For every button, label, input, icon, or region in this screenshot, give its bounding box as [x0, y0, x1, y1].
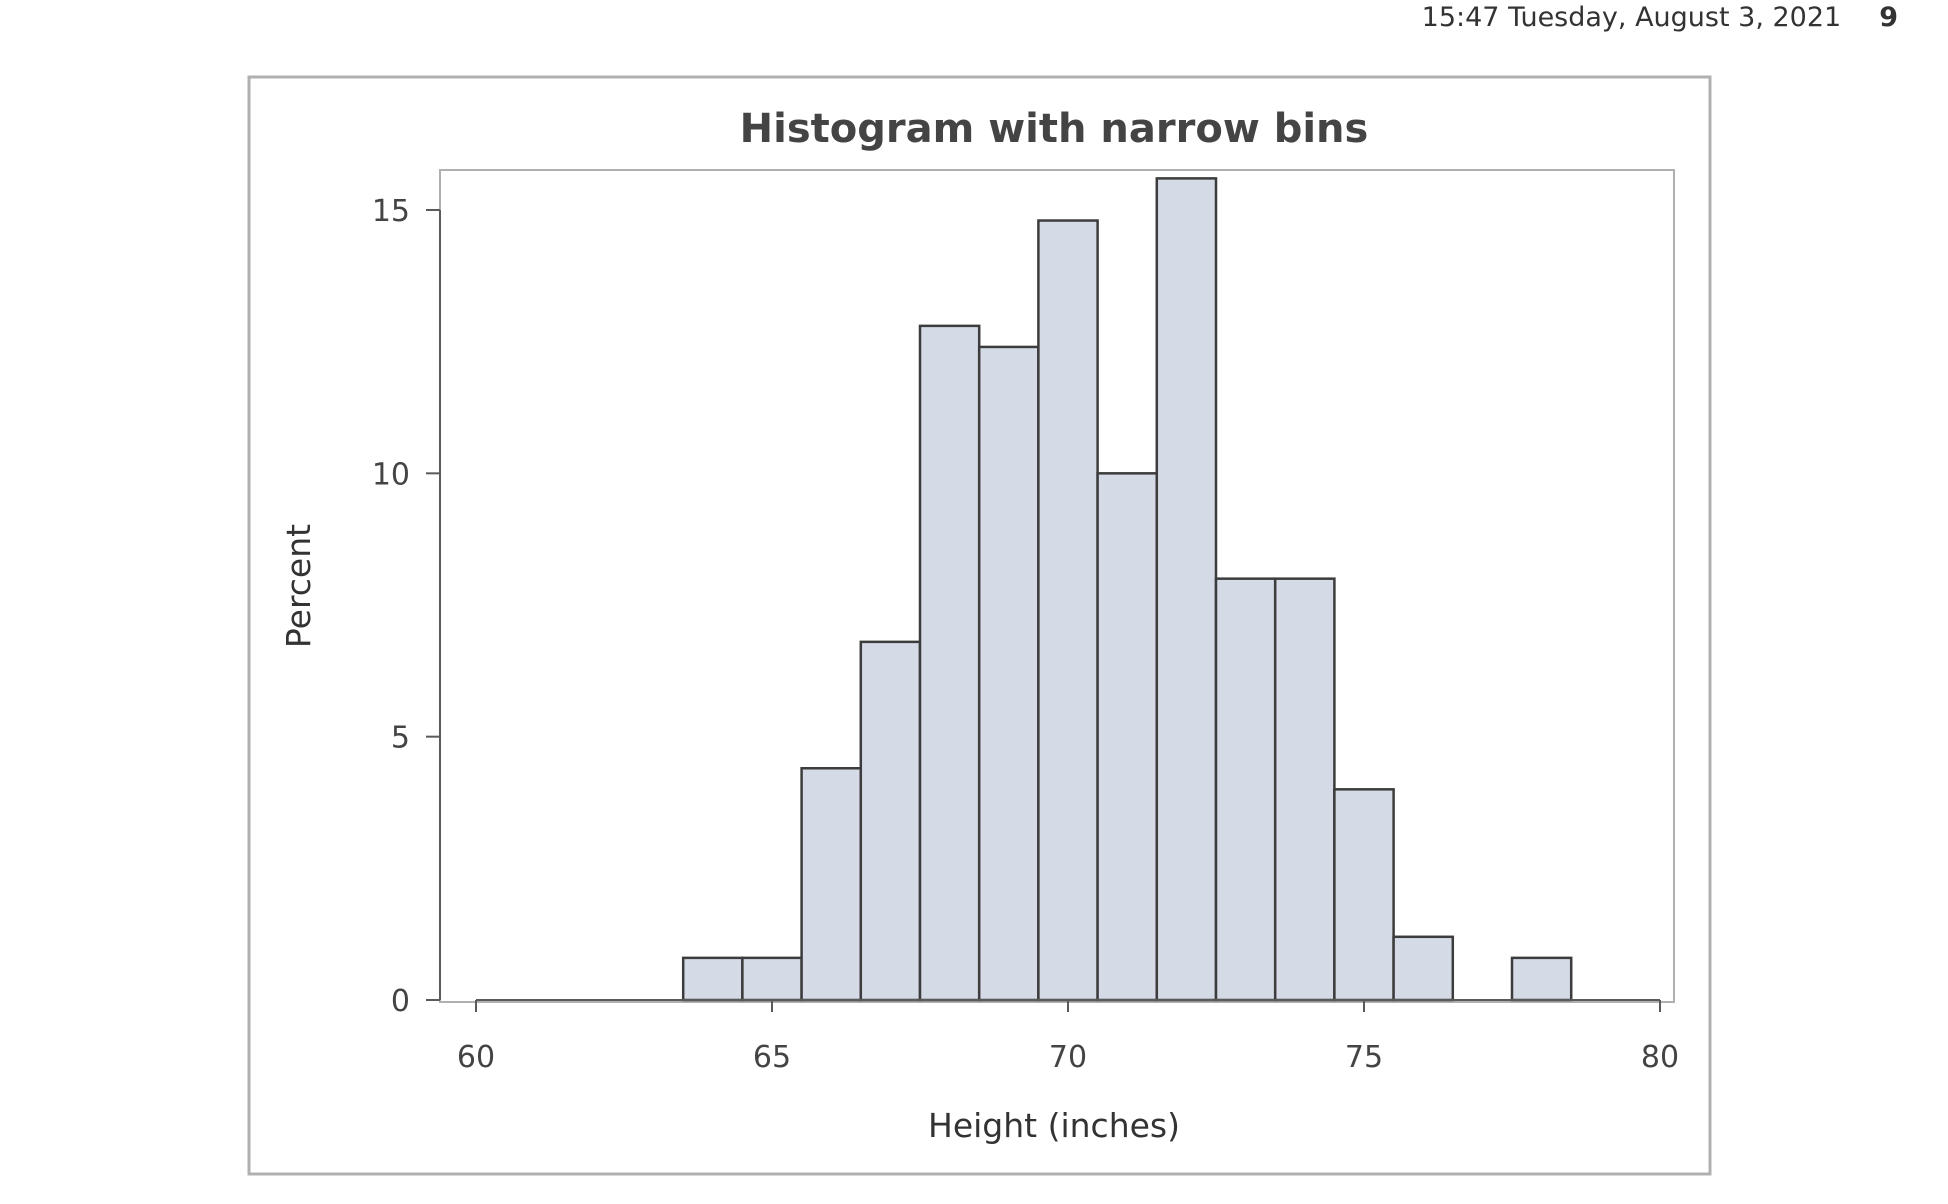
histogram-bar	[1155, 177, 1218, 1002]
histogram-bar	[977, 345, 1040, 1002]
histogram-bar	[1214, 577, 1277, 1002]
bars-group	[681, 177, 1573, 1002]
header-datetime: 15:47 Tuesday, August 3, 2021	[1421, 2, 1842, 33]
histogram-bar	[1273, 577, 1336, 1002]
y-tick-label: 5	[391, 721, 410, 756]
x-tick-label: 60	[457, 1040, 495, 1075]
x-axis: 60 65 70 75 80	[457, 999, 1679, 1075]
histogram-bar	[741, 956, 803, 1002]
histogram-bar	[681, 956, 744, 1002]
x-tick-label: 80	[1641, 1040, 1679, 1075]
y-axis-label: Percent	[279, 524, 318, 648]
histogram-bar	[800, 767, 863, 1002]
histogram-bar	[918, 324, 981, 1002]
histogram-bar	[1392, 935, 1455, 1002]
x-tick-label: 65	[753, 1040, 791, 1075]
histogram-bar	[1096, 472, 1159, 1002]
y-axis: 0 5 10 15	[372, 194, 441, 1019]
y-tick-label: 10	[372, 457, 410, 492]
histogram-bar	[1510, 956, 1573, 1002]
histogram-bar	[1037, 219, 1099, 1002]
y-tick-label: 15	[372, 194, 410, 229]
page-header: 15:47 Tuesday, August 3, 2021 9	[1422, 2, 1898, 33]
x-axis-label: Height (inches)	[928, 1106, 1180, 1145]
chart-title: Histogram with narrow bins	[740, 106, 1369, 152]
x-tick-label: 70	[1049, 1040, 1087, 1075]
y-tick-label: 0	[391, 984, 410, 1019]
histogram-bar	[1333, 788, 1395, 1002]
page-number: 9	[1879, 2, 1898, 33]
histogram-bar	[859, 640, 922, 1002]
x-tick-label: 75	[1345, 1040, 1383, 1075]
